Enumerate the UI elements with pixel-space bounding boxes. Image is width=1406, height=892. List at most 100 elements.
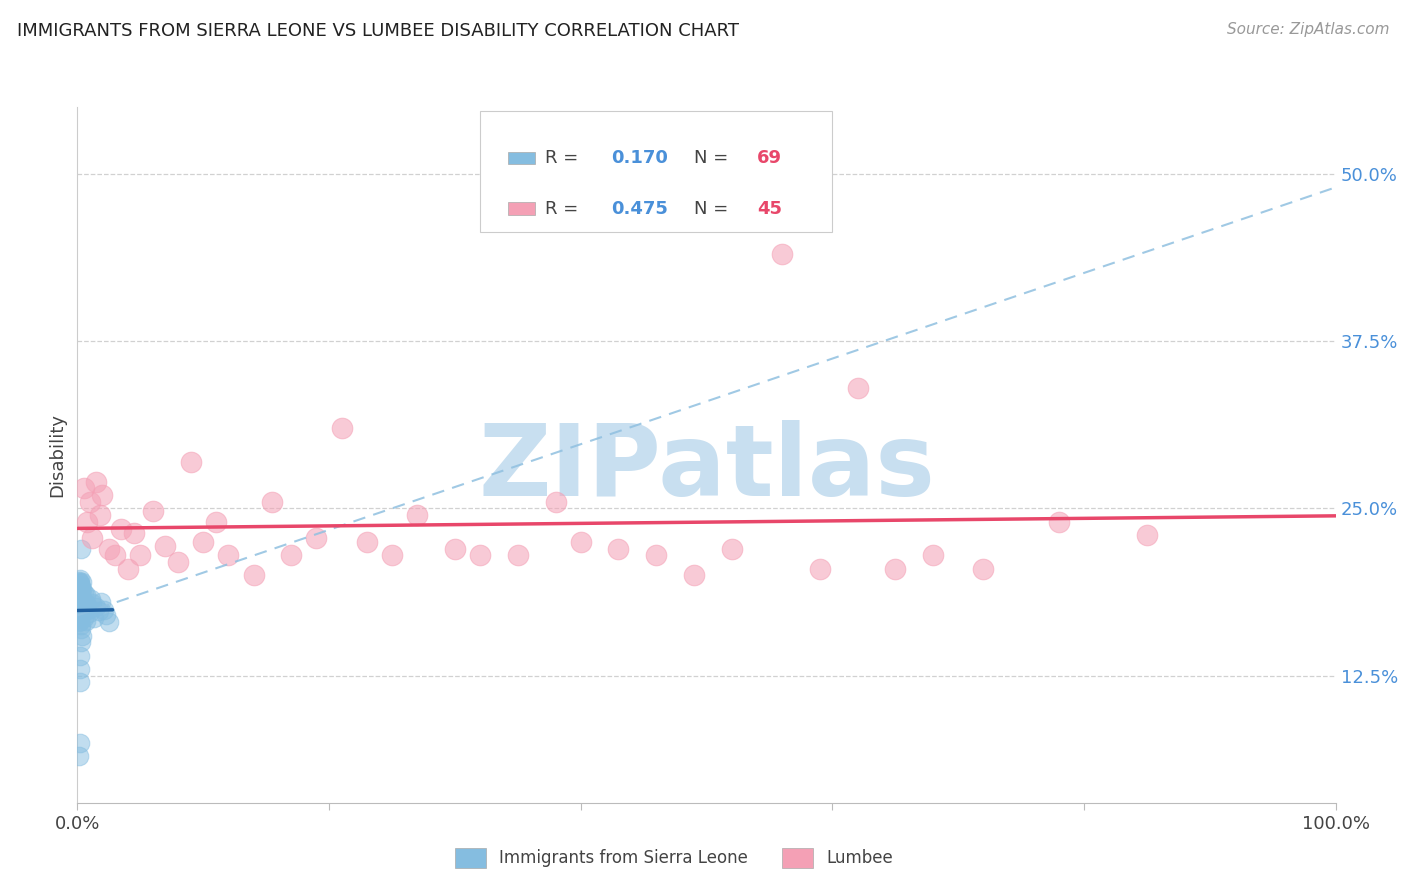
Text: 0.475: 0.475: [610, 200, 668, 219]
Point: [72, 586, 94, 600]
Point: [110, 521, 132, 535]
Point: [645, 548, 668, 563]
Point: [69, 735, 91, 749]
Point: [305, 531, 328, 545]
Text: 69: 69: [756, 150, 782, 168]
Point: [67, 600, 90, 615]
Point: [67, 582, 90, 596]
Point: [73, 605, 96, 619]
Point: [89, 508, 111, 523]
Point: [72, 582, 94, 596]
Point: [242, 568, 264, 582]
Point: [67, 749, 90, 764]
Point: [83, 611, 105, 625]
Point: [67, 603, 90, 617]
Y-axis label: Disability: Disability: [48, 413, 66, 497]
Point: [569, 535, 592, 549]
Point: [72, 575, 94, 590]
Point: [69, 576, 91, 591]
Point: [191, 535, 215, 549]
Point: [67, 595, 90, 609]
Point: [73, 595, 96, 609]
Text: Lumbee: Lumbee: [827, 849, 893, 867]
Point: [70, 617, 93, 632]
Point: [444, 541, 467, 556]
Point: [884, 562, 907, 576]
Point: [770, 247, 793, 261]
Point: [155, 539, 177, 553]
Point: [82, 597, 104, 611]
Point: [808, 562, 831, 576]
Point: [69, 648, 91, 663]
Point: [70, 579, 93, 593]
Point: [468, 548, 491, 563]
Point: [180, 455, 202, 469]
Point: [70, 589, 93, 603]
Point: [79, 494, 101, 508]
Text: R =: R =: [546, 150, 585, 168]
Point: [330, 421, 353, 435]
Point: [69, 614, 91, 628]
Point: [97, 615, 120, 630]
Point: [607, 541, 630, 556]
FancyBboxPatch shape: [508, 202, 536, 215]
Point: [87, 605, 110, 619]
Point: [77, 606, 100, 620]
FancyBboxPatch shape: [782, 848, 814, 868]
Point: [67, 602, 90, 616]
Text: Immigrants from Sierra Leone: Immigrants from Sierra Leone: [499, 849, 748, 867]
Point: [67, 592, 90, 607]
Point: [67, 579, 90, 593]
Text: IMMIGRANTS FROM SIERRA LEONE VS LUMBEE DISABILITY CORRELATION CHART: IMMIGRANTS FROM SIERRA LEONE VS LUMBEE D…: [17, 22, 740, 40]
Point: [683, 568, 706, 582]
Point: [82, 531, 104, 545]
Point: [117, 562, 139, 576]
Point: [104, 548, 127, 563]
Point: [96, 608, 118, 623]
Point: [69, 662, 91, 676]
Point: [122, 525, 145, 540]
Point: [70, 541, 93, 556]
Text: N =: N =: [695, 150, 734, 168]
Point: [69, 590, 91, 604]
Point: [1136, 528, 1159, 542]
Point: [67, 608, 90, 623]
Point: [167, 555, 190, 569]
Point: [93, 603, 115, 617]
Point: [69, 573, 91, 587]
Point: [72, 600, 94, 615]
Point: [204, 515, 226, 529]
Text: ZIPatlas: ZIPatlas: [478, 420, 935, 517]
Point: [69, 581, 91, 595]
Point: [356, 535, 378, 549]
Point: [280, 548, 302, 563]
Point: [67, 606, 90, 620]
Point: [70, 622, 93, 636]
Point: [972, 562, 994, 576]
Text: R =: R =: [546, 200, 585, 219]
Point: [67, 598, 90, 612]
Point: [69, 587, 91, 601]
Point: [70, 635, 93, 649]
FancyBboxPatch shape: [479, 111, 832, 232]
Point: [72, 591, 94, 606]
Point: [79, 602, 101, 616]
Point: [70, 584, 93, 599]
Point: [506, 548, 529, 563]
Point: [720, 541, 742, 556]
Point: [381, 548, 404, 563]
Point: [67, 615, 90, 630]
Point: [69, 594, 91, 608]
FancyBboxPatch shape: [508, 152, 536, 164]
Point: [406, 508, 429, 523]
Point: [75, 614, 97, 628]
Point: [544, 494, 567, 508]
Text: 45: 45: [756, 200, 782, 219]
Point: [76, 598, 98, 612]
Point: [72, 628, 94, 642]
Text: 0.170: 0.170: [610, 150, 668, 168]
Point: [91, 488, 114, 502]
Text: Source: ZipAtlas.com: Source: ZipAtlas.com: [1226, 22, 1389, 37]
Point: [922, 548, 945, 563]
FancyBboxPatch shape: [456, 848, 486, 868]
